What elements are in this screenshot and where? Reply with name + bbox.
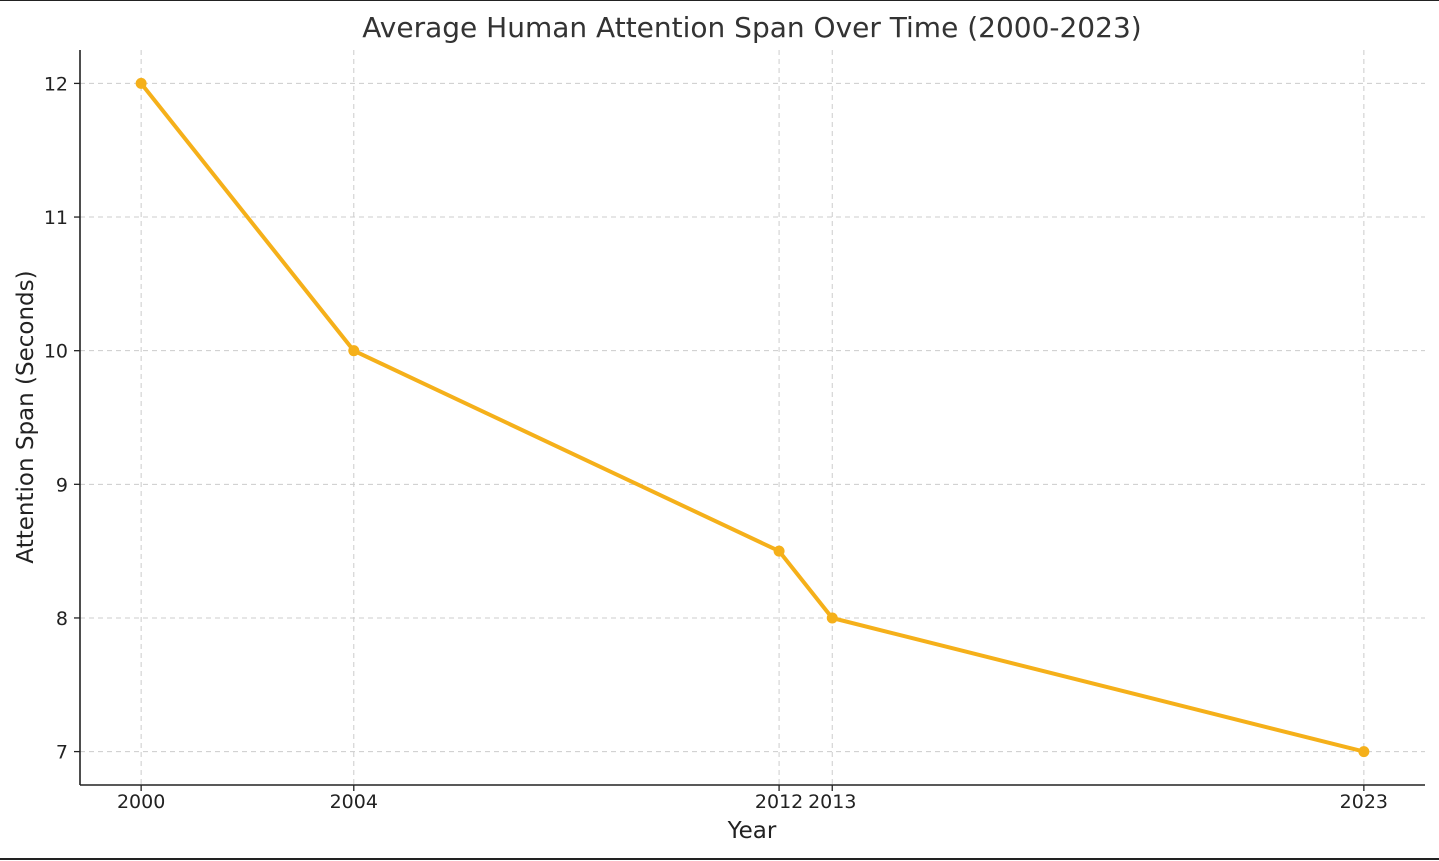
y-tick-label: 12 <box>44 73 68 95</box>
y-tick-label: 9 <box>56 474 68 496</box>
axes-layer <box>79 50 1425 786</box>
series-line <box>139 81 1366 754</box>
grid-layer <box>80 50 1425 785</box>
y-axis-title: Attention Span (Seconds) <box>13 270 39 563</box>
x-tick-label: 2000 <box>117 791 165 813</box>
data-point <box>1358 746 1370 758</box>
y-tick-label: 11 <box>44 207 68 229</box>
x-tick-label: 2023 <box>1340 791 1388 813</box>
x-tick-label: 2012 <box>755 791 803 813</box>
x-tick-label: 2013 <box>808 791 856 813</box>
frame-top-border <box>0 0 1439 1</box>
chart-title: Average Human Attention Span Over Time (… <box>362 11 1141 44</box>
y-tick-label: 10 <box>44 341 68 363</box>
data-point <box>826 612 838 624</box>
ticks-layer: 7 8 9 10 11 12 2000 2004 2012 2013 2023 <box>44 73 1388 813</box>
y-tick-label: 7 <box>56 742 68 764</box>
data-point <box>135 77 147 89</box>
x-tick-label: 2004 <box>330 791 378 813</box>
series-layer <box>135 77 1370 758</box>
data-point <box>773 545 785 557</box>
data-point <box>348 345 360 357</box>
frame-bottom-border <box>0 858 1439 860</box>
y-tick-label: 8 <box>56 608 68 630</box>
x-axis-title: Year <box>727 818 777 844</box>
